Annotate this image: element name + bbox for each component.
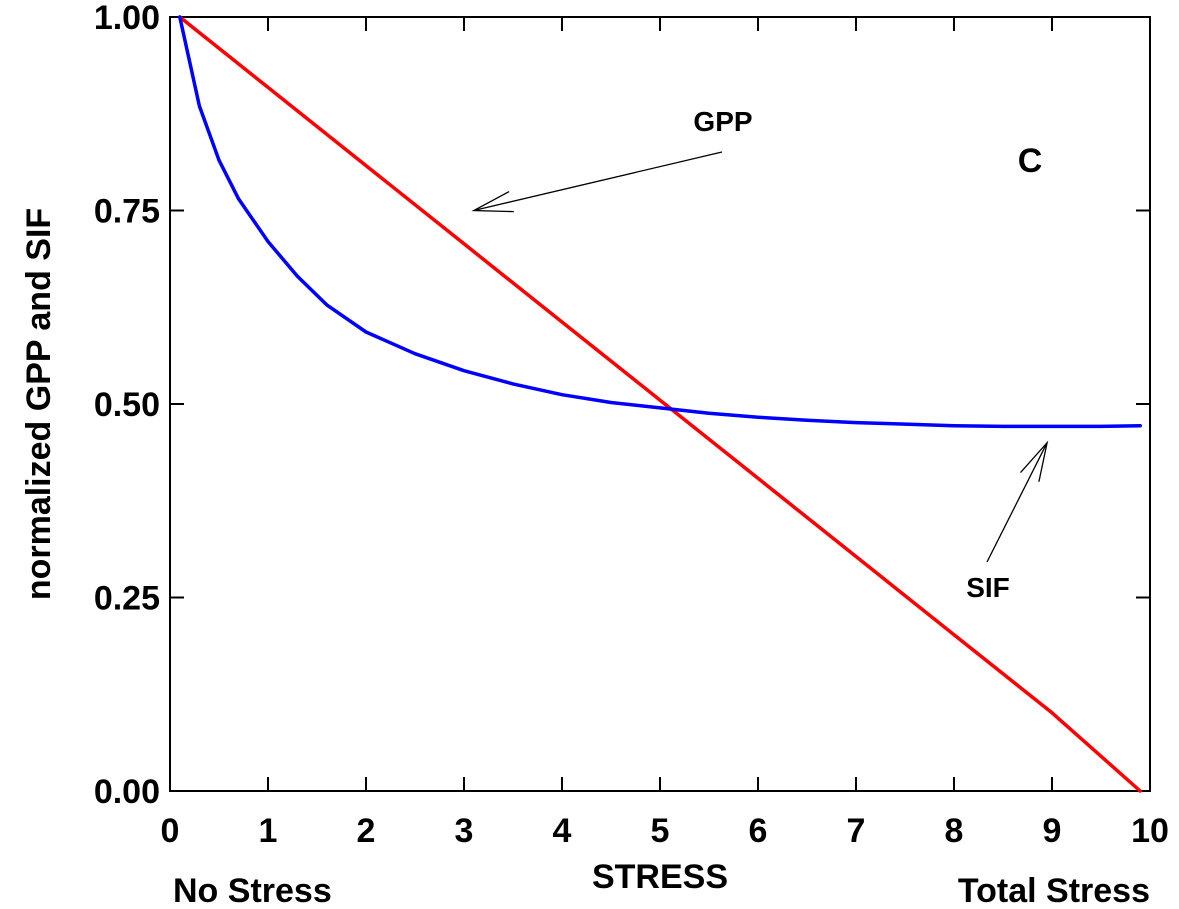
- x-axis-right-label: Total Stress: [958, 872, 1150, 909]
- x-tick-label: 6: [749, 812, 768, 850]
- y-tick-label: 0.25: [94, 580, 160, 618]
- x-tick-label: 1: [259, 812, 278, 850]
- annotation-arrow: [986, 442, 1048, 563]
- y-tick-label: 0.50: [94, 386, 160, 424]
- y-tick-label: 0.00: [94, 773, 160, 811]
- series-sif-line: [178, 15, 1142, 429]
- annotation-arrowhead: [471, 191, 514, 213]
- y-axis-label: normalized GPP and SIF: [20, 208, 58, 600]
- x-tick-label: 0: [161, 812, 180, 850]
- annotation-arrowhead: [1020, 440, 1049, 482]
- x-tick-label: 9: [1043, 812, 1062, 850]
- x-tick-label: 7: [847, 812, 866, 850]
- y-tick-label: 0.75: [94, 193, 160, 231]
- series-layer: [178, 15, 1142, 793]
- annotation-arrow: [473, 151, 723, 212]
- x-tick-label: 4: [553, 812, 572, 850]
- y-tick-labels: 0.00 0.25 0.50 0.75 1.00: [94, 0, 160, 811]
- annotation-label-gpp: GPP: [693, 106, 752, 137]
- x-tick-label: 5: [651, 812, 670, 850]
- annotations: GPP SIF: [471, 106, 1049, 603]
- x-tick-label: 10: [1131, 812, 1169, 850]
- x-tick-label: 2: [357, 812, 376, 850]
- y-tick-label: 1.00: [94, 0, 160, 37]
- x-axis-left-label: No Stress: [173, 872, 332, 909]
- series-gpp-line: [178, 15, 1142, 793]
- x-tick-labels: 0 1 2 3 4 5 6 7 8 9 10: [161, 812, 1169, 850]
- x-axis-label: STRESS: [592, 858, 728, 896]
- x-tick-label: 8: [945, 812, 964, 850]
- x-tick-label: 3: [455, 812, 474, 850]
- annotation-label-sif: SIF: [966, 572, 1010, 603]
- panel-label: C: [1018, 142, 1043, 180]
- axis-ticks: [169, 16, 1151, 792]
